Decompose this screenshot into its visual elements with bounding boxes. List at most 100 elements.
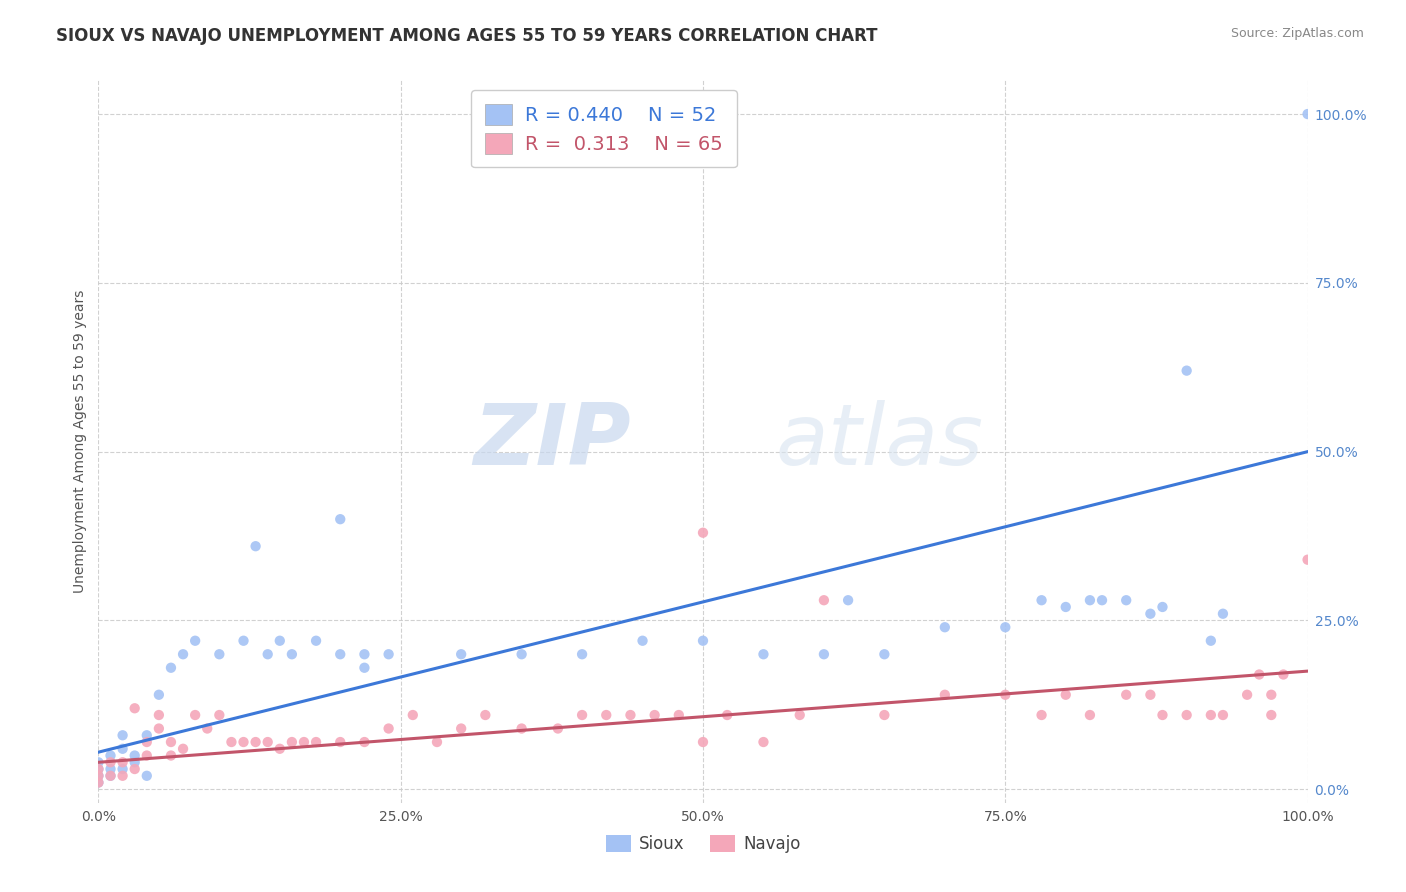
Point — [1031, 593, 1053, 607]
Point — [1199, 708, 1222, 723]
Point — [450, 722, 472, 736]
Point — [595, 708, 617, 723]
Point — [450, 647, 472, 661]
Point — [813, 647, 835, 661]
Point — [87, 775, 110, 789]
Point — [813, 593, 835, 607]
Point — [1115, 593, 1137, 607]
Point — [111, 741, 134, 756]
Point — [1091, 593, 1114, 607]
Point — [1212, 708, 1234, 723]
Point — [160, 661, 183, 675]
Point — [1139, 607, 1161, 621]
Point — [571, 647, 593, 661]
Point — [256, 735, 278, 749]
Point — [87, 762, 110, 776]
Point — [510, 647, 533, 661]
Point — [111, 769, 134, 783]
Point — [124, 748, 146, 763]
Point — [1296, 552, 1319, 566]
Point — [172, 741, 194, 756]
Point — [1236, 688, 1258, 702]
Point — [377, 722, 399, 736]
Point — [100, 769, 122, 783]
Point — [752, 735, 775, 749]
Point — [100, 762, 122, 776]
Point — [1054, 688, 1077, 702]
Point — [292, 735, 315, 749]
Point — [619, 708, 641, 723]
Point — [1139, 688, 1161, 702]
Text: SIOUX VS NAVAJO UNEMPLOYMENT AMONG AGES 55 TO 59 YEARS CORRELATION CHART: SIOUX VS NAVAJO UNEMPLOYMENT AMONG AGES … — [56, 27, 877, 45]
Point — [148, 722, 170, 736]
Point — [221, 735, 243, 749]
Point — [1152, 708, 1174, 723]
Point — [1115, 688, 1137, 702]
Point — [994, 620, 1017, 634]
Point — [426, 735, 449, 749]
Point — [87, 775, 110, 789]
Point — [87, 762, 110, 776]
Point — [1272, 667, 1295, 681]
Point — [353, 661, 375, 675]
Point — [184, 633, 207, 648]
Point — [571, 708, 593, 723]
Text: Source: ZipAtlas.com: Source: ZipAtlas.com — [1230, 27, 1364, 40]
Point — [195, 722, 218, 736]
Point — [1212, 607, 1234, 621]
Point — [934, 688, 956, 702]
Point — [837, 593, 859, 607]
Point — [87, 769, 110, 783]
Point — [281, 735, 304, 749]
Point — [692, 735, 714, 749]
Point — [111, 728, 134, 742]
Point — [1078, 708, 1101, 723]
Point — [474, 708, 496, 723]
Point — [245, 735, 267, 749]
Point — [135, 735, 157, 749]
Point — [1175, 364, 1198, 378]
Legend: Sioux, Navajo: Sioux, Navajo — [599, 828, 807, 860]
Point — [281, 647, 304, 661]
Point — [232, 633, 254, 648]
Point — [644, 708, 666, 723]
Point — [148, 708, 170, 723]
Point — [631, 633, 654, 648]
Point — [269, 741, 291, 756]
Point — [692, 525, 714, 540]
Point — [124, 701, 146, 715]
Point — [111, 762, 134, 776]
Point — [1260, 708, 1282, 723]
Text: ZIP: ZIP — [472, 400, 630, 483]
Point — [124, 756, 146, 770]
Point — [1031, 708, 1053, 723]
Point — [135, 769, 157, 783]
Point — [329, 735, 352, 749]
Point — [752, 647, 775, 661]
Point — [305, 735, 328, 749]
Point — [1249, 667, 1271, 681]
Point — [1054, 599, 1077, 614]
Point — [100, 748, 122, 763]
Point — [353, 647, 375, 661]
Point — [100, 769, 122, 783]
Point — [208, 647, 231, 661]
Point — [148, 688, 170, 702]
Point — [547, 722, 569, 736]
Point — [1260, 688, 1282, 702]
Point — [100, 756, 122, 770]
Point — [232, 735, 254, 749]
Point — [329, 512, 352, 526]
Y-axis label: Unemployment Among Ages 55 to 59 years: Unemployment Among Ages 55 to 59 years — [73, 290, 87, 593]
Point — [668, 708, 690, 723]
Point — [402, 708, 425, 723]
Point — [111, 756, 134, 770]
Point — [208, 708, 231, 723]
Point — [1296, 107, 1319, 121]
Point — [87, 756, 110, 770]
Point — [353, 735, 375, 749]
Point — [873, 647, 896, 661]
Point — [994, 688, 1017, 702]
Point — [510, 722, 533, 736]
Point — [789, 708, 811, 723]
